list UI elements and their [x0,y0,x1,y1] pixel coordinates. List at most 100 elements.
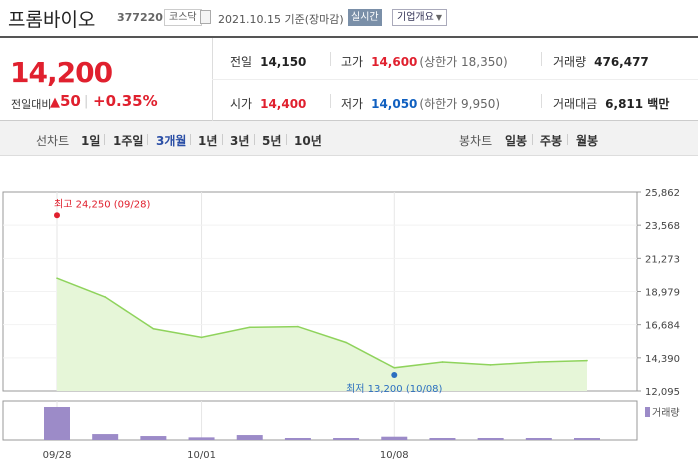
volume-bar [284,438,311,440]
amount-value: 6,811 백만 [605,97,670,111]
y-tick-label: 21,273 [645,254,680,265]
low-label: 최저 13,200 (10/08) [346,383,442,395]
volume-bar [44,407,70,440]
divider [147,134,148,145]
x-tick-label: 10/01 [187,450,216,461]
volume-bar [333,438,360,440]
volume-bar [188,437,215,440]
tab-1w[interactable]: 1주일 [113,134,144,148]
volume-bar [236,435,263,440]
divider [330,52,331,66]
divider [222,134,223,145]
price-point [297,325,299,328]
volume-bar [429,438,456,440]
divider [567,134,568,145]
divider [190,134,191,145]
divider: | [84,94,89,109]
tab-1y[interactable]: 1년 [198,134,218,148]
volume-bar [477,438,504,440]
high-value: 14,600 [371,55,418,69]
corp-info-label: 기업개요 [397,12,434,23]
price-point [393,366,396,369]
volume-bar [140,436,167,440]
divider [286,134,287,145]
price-point [538,361,540,363]
open-price: 시가 14,400 [230,95,306,112]
volume-legend-swatch [645,407,650,417]
price-point [345,341,347,344]
y-tick-label: 16,684 [645,321,680,332]
prev-close-label: 전일 [230,55,253,69]
chevron-down-icon: ▼ [435,13,442,22]
volume-bar [381,436,408,440]
price-chart-svg: 25,862 23,568 21,273 18,979 16,684 14,390 12,0… [2,188,680,461]
volume-legend-label: 거래량 [652,407,680,419]
tab-daily[interactable]: 일봉 [505,134,528,148]
low-price: 저가 14,050 (하한가 9,950) [341,95,500,112]
divider [541,52,542,66]
divider [532,134,533,145]
market-badge: 코스닥 [164,9,202,26]
tab-1d[interactable]: 1일 [81,134,101,148]
price-change-pct: +0.35% [93,92,158,110]
divider [541,94,542,108]
tab-3m[interactable]: 3개월 [156,134,187,148]
candle-chart-label: 봉차트 [459,134,493,148]
current-price: 14,200 [10,56,113,89]
stock-name: 프롬바이오 [8,9,96,31]
realtime-button[interactable]: 실시간 [348,9,382,26]
tab-3y[interactable]: 3년 [230,134,250,148]
amount-label: 거래대금 [553,97,598,111]
low-label: 저가 [341,97,364,111]
price-point [248,326,251,329]
low-value: 14,050 [371,97,418,111]
y-tick-label: 18,979 [645,288,680,299]
stock-code: 377220 [117,11,163,24]
divider [104,134,105,145]
divider [330,94,331,108]
upper-limit: (상한가 18,350) [419,55,508,69]
tab-weekly[interactable]: 주봉 [540,134,563,148]
price-change-value: 50 [60,92,81,110]
tab-5y[interactable]: 5년 [262,134,282,148]
volume-frame [2,400,638,441]
high-label: 고가 [341,55,364,69]
quote-date: 2021.10.15 기준(장마감) [218,13,344,26]
volume-bar [574,438,600,440]
tab-10y[interactable]: 10년 [294,134,322,148]
volume: 거래량 476,477 [553,53,649,70]
high-price: 고가 14,600 (상한가 18,350) [341,53,508,70]
volume-label: 거래량 [553,55,587,69]
low-marker [391,372,398,379]
price-change: ▲50 [50,92,81,110]
price-chart: 25,862 23,568 21,273 18,979 16,684 14,390 12,0… [0,160,698,471]
y-tick-label: 14,390 [645,354,680,365]
price-line [56,277,588,369]
chart-period-tabs: 선차트 1일 1주일 3개월 1년 3년 5년 10년 봉차트 일봉 주봉 월봉 [0,121,698,156]
y-tick-label: 12,095 [645,387,680,398]
prev-close-value: 14,150 [260,55,307,69]
high-label: 최고 24,250 (09/28) [54,198,150,210]
y-tick-label: 25,862 [645,188,680,199]
lower-limit: (하한가 9,950) [419,97,501,111]
divider [212,79,698,80]
price-point [441,361,444,363]
price-point [200,336,203,339]
divider [254,134,255,145]
high-marker [54,212,60,219]
price-point [586,359,588,362]
price-point [489,364,492,366]
corp-info-dropdown[interactable]: 기업개요 ▼ [392,9,447,26]
open-label: 시가 [230,97,253,111]
x-tick-label: 09/28 [43,450,72,461]
y-tick-label: 23,568 [645,221,680,232]
line-chart-label: 선차트 [36,134,70,148]
volume-bar [92,434,119,440]
document-icon[interactable] [200,10,211,24]
price-point [152,327,155,330]
volume-value: 476,477 [594,55,649,69]
stock-header: 프롬바이오 377220 코스닥 2021.10.15 기준(장마감) 실시간 … [0,0,698,36]
tab-monthly[interactable]: 월봉 [576,134,599,148]
triangle-up-icon: ▲ [50,95,60,110]
x-tick-label: 10/08 [380,450,409,461]
